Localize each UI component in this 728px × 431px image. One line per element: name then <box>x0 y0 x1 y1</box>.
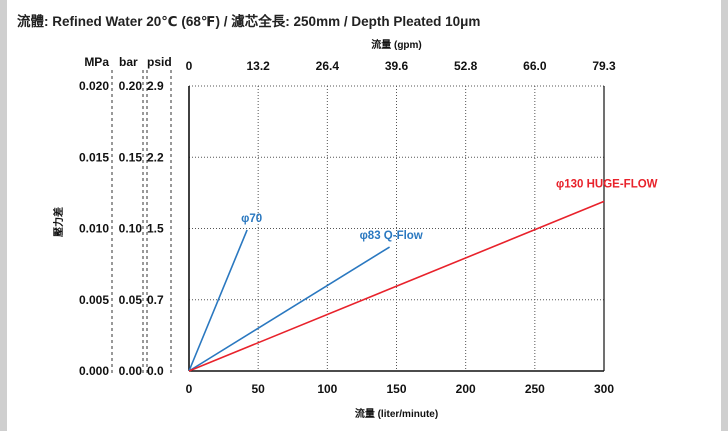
series-line-2 <box>188 246 391 372</box>
x-tick-label: 150 <box>386 382 406 396</box>
series-line-1 <box>188 229 248 372</box>
x-axis-title: 流量 (liter/minute) <box>355 407 438 420</box>
left-frame-border <box>0 0 7 431</box>
x2-tick-label: 39.6 <box>385 59 409 73</box>
y-tick-label-mpa: 0.010 <box>79 222 109 236</box>
y-tick-label-bar: 0.10 <box>119 222 143 236</box>
y-tick-label-psid: 0.7 <box>147 293 164 307</box>
series-line-3 <box>188 200 605 372</box>
y-tick-label-bar: 0.00 <box>119 364 143 378</box>
x2-axis-title: 流量 (gpm) <box>371 38 422 51</box>
x-tick-label: 200 <box>456 382 476 396</box>
y-tick-label-mpa: 0.000 <box>79 364 109 378</box>
y-tick-label-psid: 0.0 <box>147 364 164 378</box>
chart-title: 流體: Refined Water 20℃ (68℉) / 濾芯全長: 250m… <box>17 14 481 29</box>
x2-tick-label: 79.3 <box>592 59 616 73</box>
series-label-3: φ130 HUGE-FLOW <box>556 178 658 190</box>
series-label-1: φ70 <box>241 213 262 225</box>
x-tick-label: 250 <box>525 382 545 396</box>
y-unit-mpa: MPa <box>84 55 109 69</box>
x2-tick-label: 0 <box>186 59 193 73</box>
x-tick-label: 100 <box>317 382 337 396</box>
series-label-2: φ83 Q-Flow <box>360 230 423 242</box>
y-tick-label-psid: 2.2 <box>147 150 164 164</box>
y-tick-label-bar: 0.05 <box>119 293 143 307</box>
y-unit-psid: psid <box>147 55 172 69</box>
x2-tick-label: 52.8 <box>454 59 478 73</box>
x-tick-label: 300 <box>594 382 614 396</box>
y-tick-label-mpa: 0.005 <box>79 293 109 307</box>
right-frame-border <box>721 0 728 431</box>
y-tick-label-mpa: 0.015 <box>79 150 109 164</box>
y-tick-label-mpa: 0.020 <box>79 79 109 93</box>
x2-tick-label: 13.2 <box>246 59 270 73</box>
x-tick-label: 0 <box>186 382 193 396</box>
y-tick-label-psid: 2.9 <box>147 79 164 93</box>
y-axis-title: 壓力差 <box>52 207 65 237</box>
x-tick-label: 50 <box>251 382 265 396</box>
x2-tick-label: 66.0 <box>523 59 547 73</box>
y-tick-label-psid: 1.5 <box>147 222 164 236</box>
y-tick-label-bar: 0.20 <box>119 79 143 93</box>
x2-tick-label: 26.4 <box>316 59 340 73</box>
y-unit-bar: bar <box>119 55 138 69</box>
y-tick-label-bar: 0.15 <box>119 150 143 164</box>
